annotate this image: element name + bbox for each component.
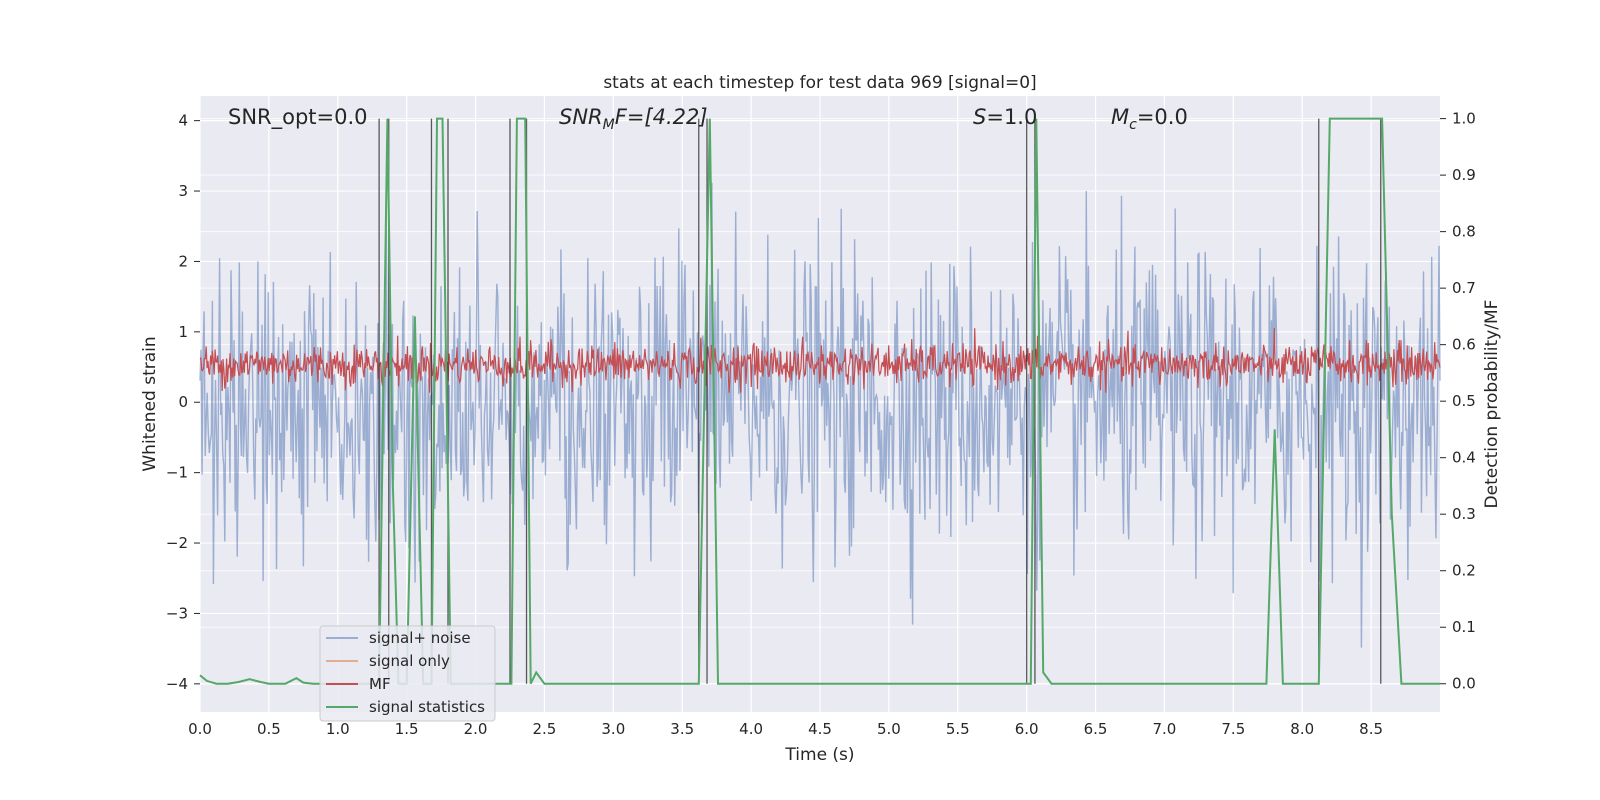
x-tick-label: 8.0 [1290,720,1314,738]
y-right-axis-label: Detection probability/MF [1482,300,1502,509]
y-right-tick-label: 0.7 [1452,279,1476,297]
x-tick-label: 5.0 [877,720,901,738]
annotation-s: S=1.0 [973,105,1037,129]
y-right-tick-label: 0.8 [1452,223,1476,241]
y-right-tick-label: 0.6 [1452,336,1476,354]
legend-label-mf: MF [369,675,391,693]
x-tick-label: 4.5 [808,720,832,738]
x-tick-label: 0.0 [188,720,212,738]
annotation-mc-rest: =0.0 [1137,105,1188,129]
annotation-snr-mf-rest: F=[4.22] [615,105,708,129]
y-left-tick-label: −2 [166,534,188,552]
y-left-tick-label: −1 [166,464,188,482]
x-tick-label: 8.5 [1359,720,1383,738]
legend-label-signal-statistics: signal statistics [369,698,485,716]
x-tick-label: 1.5 [395,720,419,738]
x-tick-label: 6.0 [1015,720,1039,738]
x-tick-label: 7.5 [1221,720,1245,738]
y-left-tick-label: 0 [178,393,188,411]
x-tick-label: 2.5 [533,720,557,738]
y-right-tick-label: 0.0 [1452,675,1476,693]
mf-line [199,327,1441,393]
y-left-tick-label: −4 [166,675,188,693]
y-right-tick-label: 0.4 [1452,449,1476,467]
y-left-tick-labels: 4 3 2 1 0 −1 −2 −3 −4 [166,112,200,693]
annotation-s-main: S [973,105,986,129]
annotation-snr-mf-main: SNR [559,105,603,129]
y-left-tick-label: 1 [178,323,188,341]
y-left-tick-label: 3 [178,182,188,200]
x-tick-label: 1.0 [326,720,350,738]
x-tick-label: 6.5 [1084,720,1108,738]
legend-label-signal-noise: signal+ noise [369,629,471,647]
x-tick-label: 3.5 [670,720,694,738]
series-mf [199,327,1441,393]
y-right-tick-label: 0.1 [1452,618,1476,636]
annotation-mc: Mc=0.0 [1111,105,1188,133]
y-right-tick-label: 0.2 [1452,562,1476,580]
annotation-s-rest: =1.0 [986,105,1037,129]
y-right-tick-label: 1.0 [1452,110,1476,128]
legend: signal+ noise signal only MF signal stat… [319,625,496,722]
x-tick-labels: 0.0 0.5 1.0 1.5 2.0 2.5 3.0 3.5 4.0 4.5 5.0 5.5 6.0 6… [188,720,1383,738]
annotation-snr-mf-sub: M [603,117,615,133]
y-right-tick-label: 0.3 [1452,505,1476,523]
y-right-tick-labels: 1.0 0.9 0.8 0.7 0.6 0.5 0.4 0.3 0.2 0.1 0.0 [1440,110,1476,693]
x-tick-label: 0.5 [257,720,281,738]
series-signal-noise [199,182,1441,648]
y-left-tick-label: −3 [166,604,188,622]
x-tick-label: 3.0 [601,720,625,738]
y-right-tick-label: 0.5 [1452,392,1476,410]
x-tick-label: 4.0 [739,720,763,738]
annotation-mc-sub: c [1129,117,1137,133]
x-tick-label: 5.5 [946,720,970,738]
legend-label-signal-only: signal only [369,652,450,670]
y-left-axis-label: Whitened strain [140,336,160,471]
annotation-mc-main: M [1111,105,1129,129]
y-left-tick-label: 4 [178,112,188,130]
x-tick-label: 7.0 [1153,720,1177,738]
x-tick-label: 2.0 [464,720,488,738]
y-right-tick-label: 0.9 [1452,166,1476,184]
y-left-tick-label: 2 [178,252,188,270]
legend-box [319,625,496,722]
x-axis-label: Time (s) [784,745,854,765]
chart-title: stats at each timestep for test data 969… [603,73,1036,93]
annotation-snr-mf: SNRMF=[4.22] [559,105,708,133]
annotation-snr-opt: SNR_opt=0.0 [228,105,368,130]
signal-noise-line [199,182,1441,648]
